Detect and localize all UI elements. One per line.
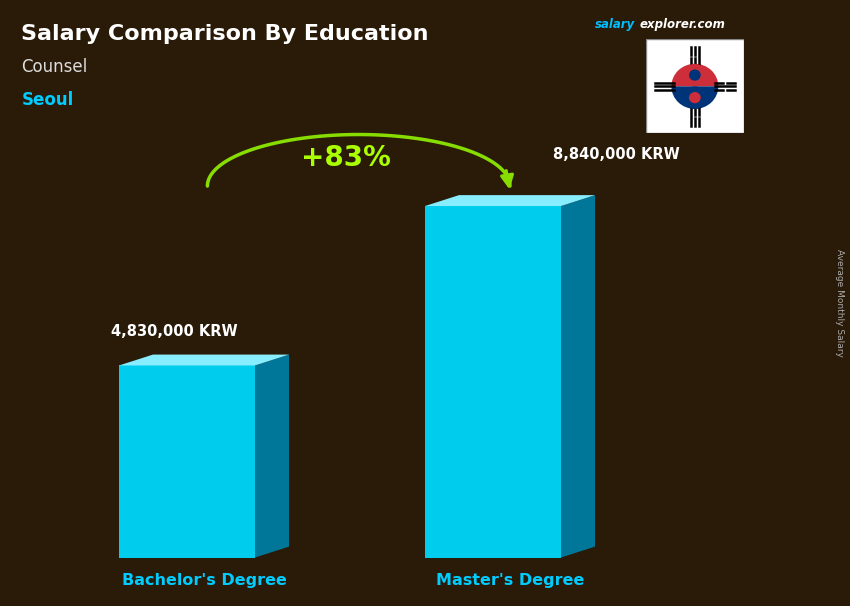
Circle shape bbox=[683, 64, 706, 87]
Text: 8,840,000 KRW: 8,840,000 KRW bbox=[552, 147, 680, 162]
Circle shape bbox=[683, 87, 706, 109]
Polygon shape bbox=[255, 355, 289, 558]
Circle shape bbox=[689, 70, 700, 81]
Text: Bachelor's Degree: Bachelor's Degree bbox=[122, 573, 286, 588]
Wedge shape bbox=[672, 64, 718, 87]
Polygon shape bbox=[425, 206, 561, 558]
Text: Salary Comparison By Education: Salary Comparison By Education bbox=[21, 24, 428, 44]
Polygon shape bbox=[119, 355, 289, 365]
Text: 4,830,000 KRW: 4,830,000 KRW bbox=[111, 324, 237, 339]
Circle shape bbox=[689, 92, 700, 103]
Wedge shape bbox=[672, 87, 718, 109]
Polygon shape bbox=[561, 195, 595, 558]
Text: Counsel: Counsel bbox=[21, 58, 88, 76]
Text: Average Monthly Salary: Average Monthly Salary bbox=[836, 249, 844, 357]
Text: salary: salary bbox=[595, 18, 635, 31]
Polygon shape bbox=[119, 365, 255, 558]
Text: explorer.com: explorer.com bbox=[639, 18, 725, 31]
Polygon shape bbox=[425, 195, 595, 206]
Text: Master's Degree: Master's Degree bbox=[436, 573, 584, 588]
Polygon shape bbox=[646, 39, 744, 133]
Text: +83%: +83% bbox=[301, 144, 391, 171]
Text: Seoul: Seoul bbox=[21, 91, 73, 109]
